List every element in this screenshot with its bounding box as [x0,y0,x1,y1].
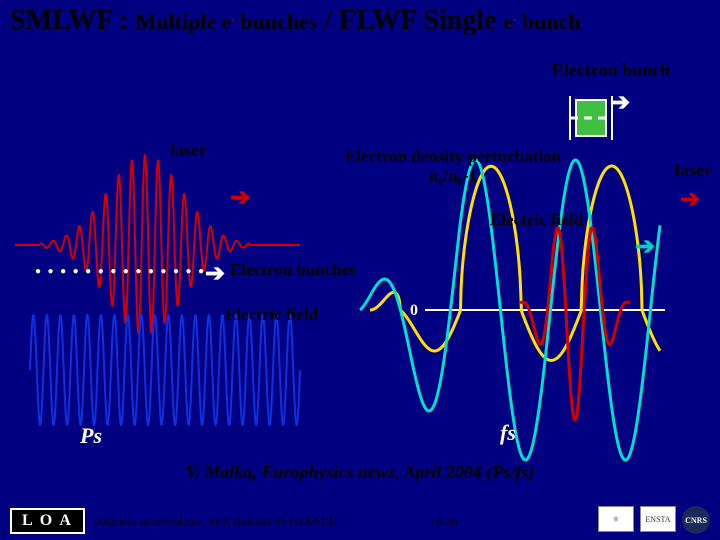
ensta-logo: ENSTA [640,506,676,532]
reference-text: V. Malka, Europhysics news, April 2004 (… [0,462,720,483]
arrow-icon: ➔ [680,185,700,214]
logo-icon: ⚛ [598,506,634,532]
electron-bunch-label: Electron bunch [552,60,670,81]
efield-label-left: Electric field [225,305,318,325]
page-number: 19/38 [430,515,457,530]
ps-label: Ps [80,423,102,449]
arrow-icon: ➔ [205,259,225,288]
loa-logo: L O A [10,508,85,534]
arrow-icon: ➔ [230,183,250,212]
arrow-icon: ➔ [635,232,655,261]
cnrs-logo: CNRS [682,506,710,534]
laser-label-right: laser [675,160,712,181]
dots-icon: ● ● ● ● ● ● ● ● ● ● ● ● ● ● [35,266,206,277]
density-label: Electron density perturbation ne/n0-1 [345,148,561,188]
electron-bunches-label: Electron bunches [230,260,356,280]
fs-label: fs [500,420,516,446]
footer-logos: ⚛ ENSTA CNRS [598,506,710,534]
efield-label-right: Electric field [490,210,583,230]
footer-text: Journées accélérateurs, SFP, Roscoff 05 … [95,514,336,529]
zero-label: 0 [410,302,418,320]
laser-label-left: laser [170,140,207,161]
arrow-icon: ➔ [610,88,630,117]
